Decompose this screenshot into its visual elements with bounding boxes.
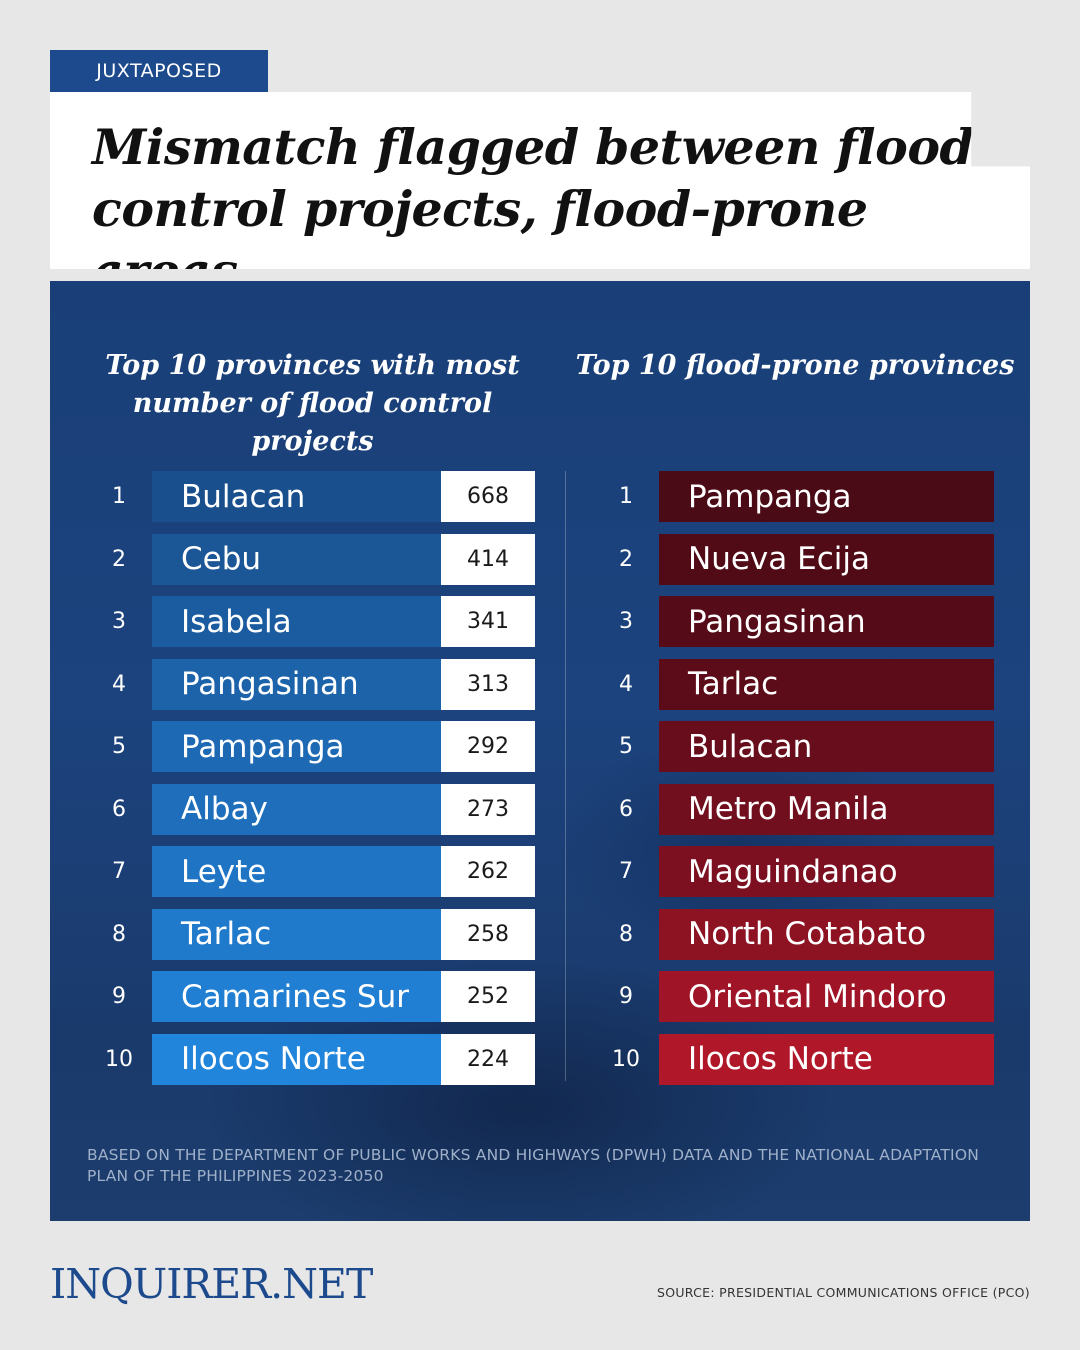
rank-number: 7 (619, 859, 633, 884)
inquirer-logo: INQUIRER.NET (50, 1260, 373, 1308)
province-name: Isabela (152, 596, 441, 647)
rank-number: 3 (112, 609, 126, 634)
rank-number: 10 (105, 1046, 133, 1072)
province-name: Ilocos Norte (659, 1033, 994, 1085)
province-name: Cebu (152, 533, 441, 585)
rank-number: 2 (112, 546, 126, 572)
project-count: 258 (441, 908, 535, 960)
project-count: 313 (441, 658, 535, 710)
project-count: 292 (441, 721, 535, 772)
source-credit: SOURCE: PRESIDENTIAL COMMUNICATIONS OFFI… (656, 1285, 1030, 1300)
project-count: 262 (441, 846, 535, 897)
rank-number: 1 (619, 484, 633, 509)
rank-number: 4 (619, 671, 633, 697)
project-count: 224 (441, 1033, 535, 1085)
rank-number: 1 (112, 484, 126, 509)
left-column-heading: Top 10 provinces with most number of flo… (105, 350, 520, 457)
rank-number: 3 (619, 609, 633, 634)
rank-number: 5 (112, 734, 126, 759)
province-name: Ilocos Norte (152, 1033, 441, 1085)
rank-number: 8 (112, 921, 126, 947)
province-name: Bulacan (152, 471, 441, 522)
province-name: Tarlac (659, 658, 994, 710)
title-box: Mismatch flagged between flood control p… (50, 92, 1030, 269)
province-name: Nueva Ecija (659, 533, 994, 585)
headline: Mismatch flagged between flood control p… (92, 118, 974, 300)
right-column-heading: Top 10 flood-prone provinces (575, 350, 1015, 381)
province-name: Metro Manila (659, 783, 994, 835)
province-name: Oriental Mindoro (659, 971, 994, 1022)
project-count: 341 (441, 596, 535, 647)
rank-number: 6 (112, 796, 126, 822)
rank-number: 8 (619, 921, 633, 947)
province-name: Camarines Sur (152, 971, 441, 1022)
rank-number: 9 (619, 984, 633, 1009)
rank-number: 5 (619, 734, 633, 759)
rank-number: 7 (112, 859, 126, 884)
rank-number: 6 (619, 796, 633, 822)
province-name: Albay (152, 783, 441, 835)
province-name: Pampanga (152, 721, 441, 772)
province-name: Leyte (152, 846, 441, 897)
column-divider (565, 471, 566, 1081)
methodology-note: BASED ON THE DEPARTMENT OF PUBLIC WORKS … (87, 1146, 980, 1185)
province-name: North Cotabato (659, 908, 994, 960)
rank-number: 10 (612, 1046, 640, 1072)
province-name: Pampanga (659, 471, 994, 522)
rank-number: 2 (619, 546, 633, 572)
province-name: Pangasinan (659, 596, 994, 647)
province-name: Maguindanao (659, 846, 994, 897)
rank-number: 4 (112, 671, 126, 697)
province-name: Pangasinan (152, 658, 441, 710)
project-count: 252 (441, 971, 535, 1022)
project-count: 273 (441, 783, 535, 835)
rank-number: 9 (112, 984, 126, 1009)
project-count: 414 (441, 533, 535, 585)
section-tag: JUXTAPOSED (50, 50, 268, 92)
province-name: Tarlac (152, 908, 441, 960)
infographic-panel: Top 10 provinces with most number of flo… (50, 281, 1030, 1221)
province-name: Bulacan (659, 721, 994, 772)
project-count: 668 (441, 471, 535, 522)
